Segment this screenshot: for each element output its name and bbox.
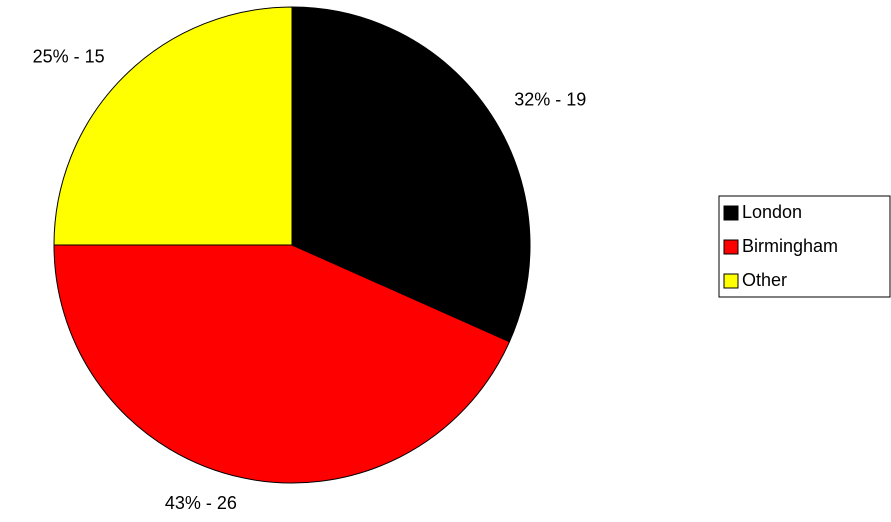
data-label: 43% - 26 [165, 493, 237, 513]
legend-label: Birmingham [742, 236, 838, 256]
legend-box [718, 195, 891, 298]
legend-label: Other [742, 270, 787, 290]
data-label: 25% - 15 [33, 46, 105, 66]
legend-swatch [723, 273, 739, 289]
pie-slice [53, 244, 511, 484]
legend-swatch [723, 239, 739, 255]
pie-slice [291, 6, 531, 343]
legend-label: London [742, 202, 802, 222]
legend-swatch [723, 205, 739, 221]
data-label: 32% - 19 [514, 89, 586, 109]
pie-slice [53, 6, 293, 246]
